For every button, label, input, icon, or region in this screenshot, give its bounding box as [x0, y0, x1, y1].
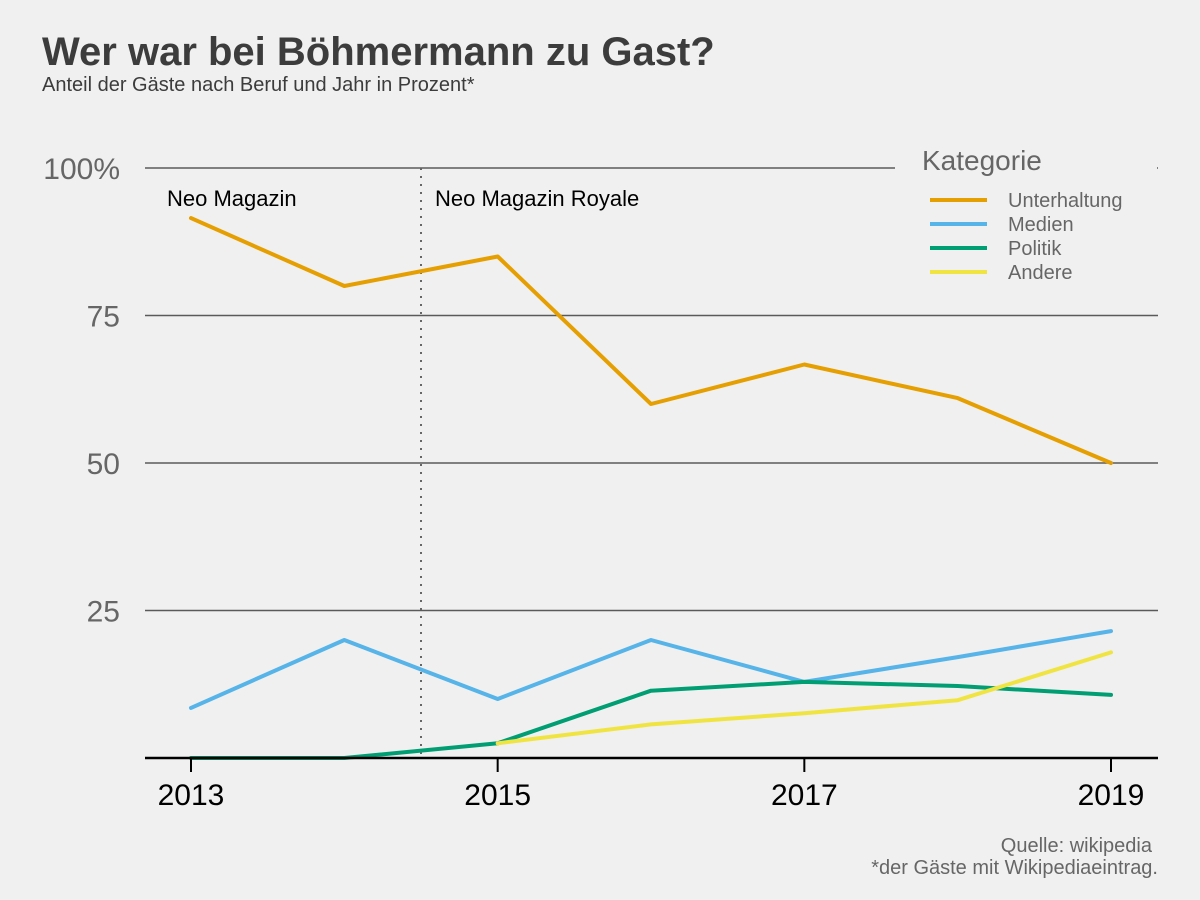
source-caption: Quelle: wikipedia	[1000, 835, 1152, 857]
y-tick-label-50: 50	[87, 448, 120, 481]
y-tick-label-75: 75	[87, 301, 120, 334]
legend-label-andere: Andere	[1008, 262, 1073, 284]
x-tick-label-2015: 2015	[464, 779, 531, 812]
x-tick-label-2019: 2019	[1078, 779, 1145, 812]
x-tick-label-2013: 2013	[158, 779, 225, 812]
chart-subtitle: Anteil der Gäste nach Beruf und Jahr in …	[42, 74, 475, 96]
series-line-politik	[189, 679, 1113, 760]
footnote-caption: *der Gäste mit Wikipediaeintrag.	[871, 857, 1158, 879]
series-line-andere	[495, 650, 1113, 746]
series-lines	[189, 216, 1113, 760]
era-label-neo-magazin: Neo Magazin	[167, 186, 297, 211]
x-axis: 2013 2015 2017 2019	[145, 756, 1158, 812]
legend-title: Kategorie	[922, 145, 1042, 176]
y-axis-ticks: 100% 75 50 25	[43, 153, 120, 629]
legend-label-politik: Politik	[1008, 238, 1062, 260]
y-tick-label-100: 100%	[43, 153, 120, 186]
legend-background	[895, 140, 1157, 290]
chart-title: Wer war bei Böhmermann zu Gast?	[42, 30, 715, 74]
x-tick-label-2017: 2017	[771, 779, 838, 812]
legend-label-unterhaltung: Unterhaltung	[1008, 190, 1123, 212]
era-label-neo-magazin-royale: Neo Magazin Royale	[435, 186, 639, 211]
legend: Kategorie UnterhaltungMedienPolitikAnder…	[895, 140, 1157, 290]
series-line-medien	[189, 629, 1113, 710]
y-tick-label-25: 25	[87, 596, 120, 629]
legend-label-medien: Medien	[1008, 214, 1074, 236]
series-line-unterhaltung	[189, 216, 1113, 465]
